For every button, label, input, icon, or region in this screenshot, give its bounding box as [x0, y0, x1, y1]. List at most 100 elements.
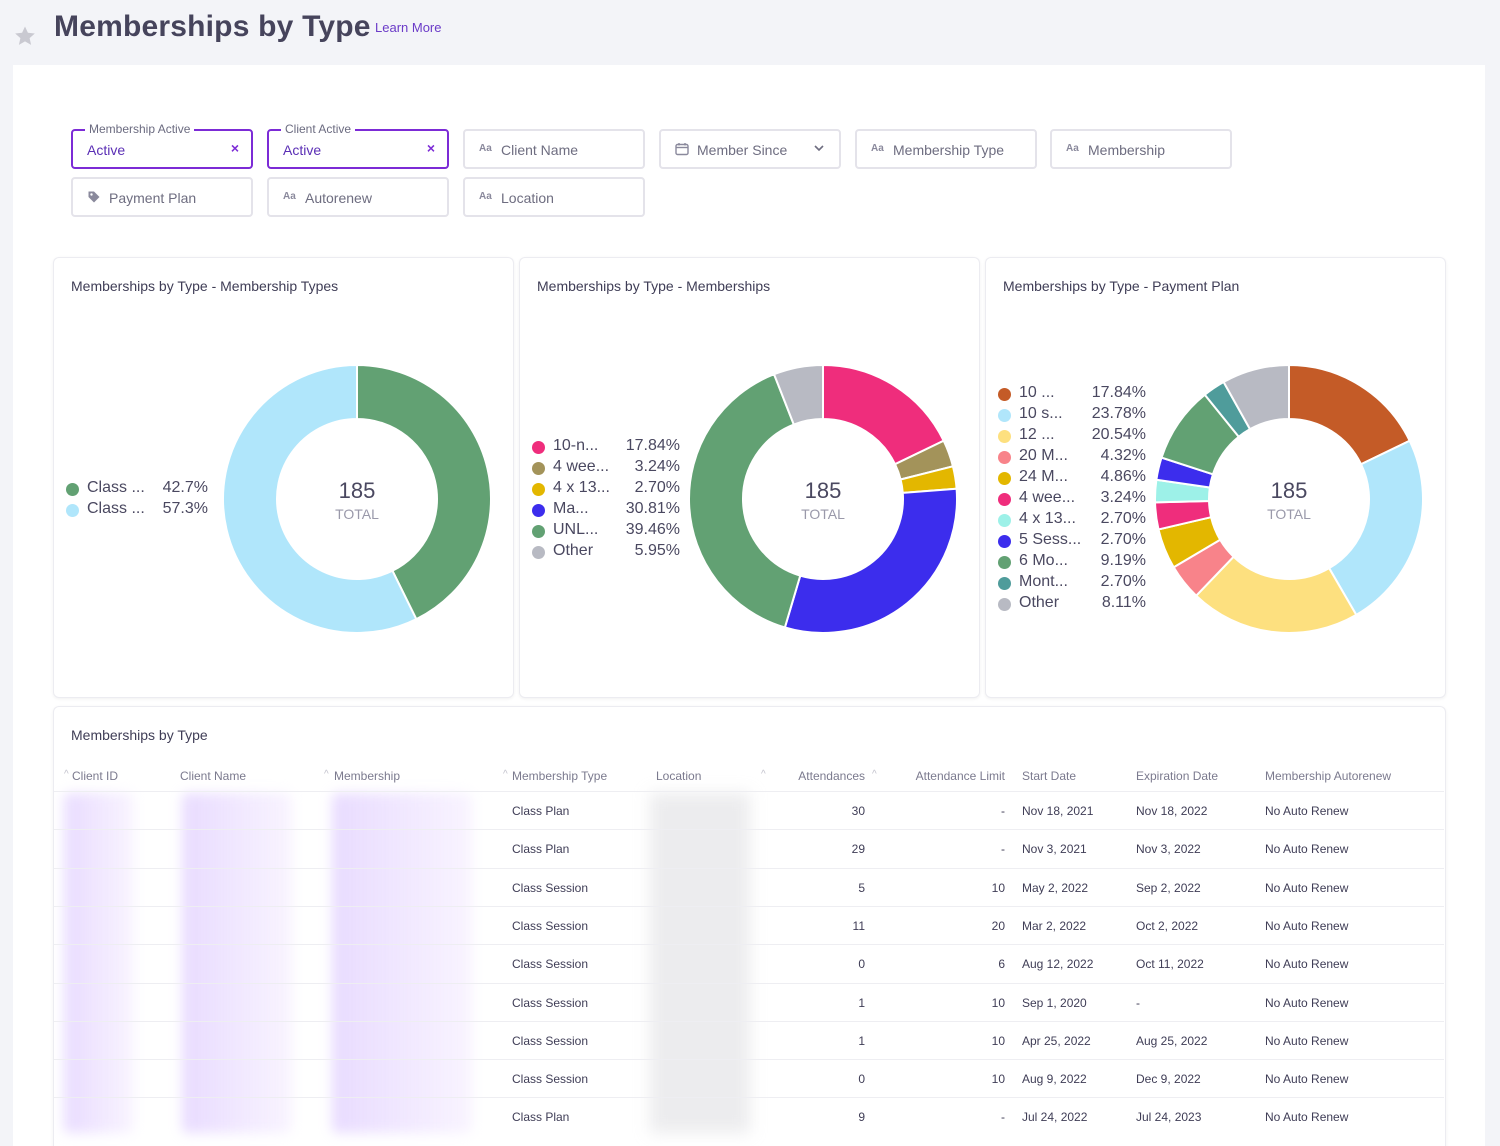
cell-attendances: 9 — [858, 1110, 865, 1125]
cell-start-date: Sep 1, 2020 — [1022, 995, 1087, 1010]
cell-autorenew: No Auto Renew — [1265, 1110, 1349, 1125]
column-header[interactable]: Membership — [334, 769, 400, 783]
column-header[interactable]: Attendances — [755, 769, 865, 783]
legend-label: 10 ... — [1019, 384, 1055, 401]
membership-active-filter[interactable]: Membership Active Active × — [71, 122, 253, 169]
client-name-filter[interactable]: Aa Client Name — [463, 129, 645, 169]
table-row[interactable]: Class Plan 29 - Nov 3, 2021 Nov 3, 2022 No Au… — [54, 829, 1444, 867]
text-icon: Aa — [479, 191, 492, 202]
column-header[interactable]: Membership Type — [512, 769, 607, 783]
sort-icon[interactable]: ^ — [503, 769, 508, 780]
favorite-star-icon[interactable] — [13, 24, 37, 48]
chevron-down-icon[interactable] — [813, 142, 825, 154]
cell-attendances: 0 — [858, 1072, 865, 1087]
legend-swatch — [998, 493, 1011, 506]
legend-label: Class ... — [87, 479, 145, 496]
column-header[interactable]: Start Date — [1022, 769, 1076, 783]
table-row[interactable]: Class Session 11 20 Mar 2, 2022 Oct 2, 2022 N… — [54, 905, 1444, 944]
membership-filter[interactable]: Aa Membership — [1050, 129, 1232, 169]
cell-attendances: 1 — [858, 1033, 865, 1048]
donut-slice-1[interactable] — [1327, 439, 1424, 617]
sort-icon[interactable]: ^ — [64, 769, 69, 780]
learn-more-link[interactable]: Learn More — [375, 20, 442, 35]
table-row[interactable]: Class Session 0 6 Aug 12, 2022 Oct 11, 2022 N… — [54, 944, 1444, 982]
cell-start-date: Aug 9, 2022 — [1022, 1072, 1087, 1087]
table-row[interactable]: Class Session 1 10 Apr 25, 2022 Aug 25, 2022… — [54, 1020, 1444, 1059]
sort-icon[interactable]: ^ — [324, 769, 329, 780]
cell-autorenew: No Auto Renew — [1265, 918, 1349, 933]
filter-label: Membership Active — [85, 122, 195, 136]
donut-slice-3[interactable] — [783, 487, 958, 634]
column-header[interactable]: Client Name — [180, 769, 246, 783]
cell-start-date: Aug 12, 2022 — [1022, 957, 1094, 972]
table-row[interactable]: Class Plan 30 - Nov 18, 2021 Nov 18, 2022 No … — [54, 791, 1444, 829]
legend-swatch — [998, 409, 1011, 422]
donut-chart[interactable] — [688, 364, 958, 634]
legend-value: 9.19% — [1100, 552, 1146, 569]
donut-slice-5[interactable] — [772, 364, 824, 426]
table-row[interactable]: Class Plan 9 - Jul 24, 2022 Jul 24, 2023 No A… — [54, 1097, 1444, 1135]
cell-attendances: 0 — [858, 957, 865, 972]
sort-icon[interactable]: ^ — [761, 769, 766, 780]
donut-slice-4[interactable] — [688, 372, 802, 629]
legend-value: 8.11% — [1101, 594, 1146, 611]
client-active-filter[interactable]: Client Active Active × — [267, 122, 449, 169]
legend-label: 10 s... — [1019, 405, 1063, 422]
cell-attendance-limit: 10 — [991, 1033, 1005, 1048]
donut-slice-10[interactable] — [1222, 364, 1290, 431]
legend-label: Class ... — [87, 500, 145, 517]
donut-chart[interactable] — [222, 364, 492, 634]
column-header-label: Client ID — [72, 769, 119, 783]
page-header: Memberships by Type Learn More — [0, 0, 1500, 62]
donut-slice-1[interactable] — [222, 364, 418, 634]
autorenew-filter[interactable]: Aa Autorenew — [267, 177, 449, 217]
column-header-label: Attendance Limit — [915, 769, 1005, 783]
legend-swatch — [998, 451, 1011, 464]
table-row[interactable]: Class Session 0 10 Aug 9, 2022 Dec 9, 2022 No… — [54, 1059, 1444, 1097]
column-header[interactable]: Expiration Date — [1136, 769, 1218, 783]
column-header-label: Start Date — [1022, 769, 1077, 783]
donut-chart[interactable] — [1154, 364, 1424, 634]
donut-center: 185 TOTAL — [1239, 478, 1339, 522]
text-icon: Aa — [479, 143, 492, 154]
filter-placeholder: Membership — [1088, 142, 1166, 158]
donut-slice-0[interactable] — [356, 364, 492, 621]
memberships-table-card: Memberships by Type Client ID Client Name… — [53, 706, 1446, 1146]
cell-attendance-limit: 10 — [991, 995, 1005, 1010]
cell-expiration-date: - — [1136, 995, 1140, 1010]
legend-swatch — [998, 598, 1011, 611]
column-header[interactable]: Client ID — [72, 769, 118, 783]
table-row[interactable]: Class Session 5 10 May 2, 2022 Sep 2, 2022 No… — [54, 867, 1444, 906]
legend-label: 24 M... — [1019, 468, 1068, 485]
member-since-filter[interactable]: Member Since — [659, 129, 841, 169]
column-header[interactable]: Membership Autorenew — [1265, 769, 1391, 783]
cell-attendance-limit: - — [1001, 1110, 1005, 1125]
calendar-icon — [675, 143, 689, 156]
text-icon: Aa — [283, 191, 296, 202]
legend-value: 23.78% — [1091, 405, 1146, 422]
legend-swatch — [998, 577, 1011, 590]
total-value: 185 — [338, 478, 376, 503]
filter-label: Client Active — [281, 122, 356, 136]
column-header[interactable]: Location — [656, 769, 701, 783]
total-label: TOTAL — [335, 506, 379, 522]
total-label: TOTAL — [1267, 506, 1311, 522]
membership-type-filter[interactable]: Aa Membership Type — [855, 129, 1037, 169]
location-filter[interactable]: Aa Location — [463, 177, 645, 217]
table-row[interactable]: Class Session 1 10 Sep 1, 2020 - No Auto Rene… — [54, 982, 1444, 1021]
clear-filter-icon[interactable]: × — [230, 140, 239, 156]
legend-value: 4.86% — [1100, 468, 1146, 485]
cell-attendances: 1 — [858, 995, 865, 1010]
legend-value: 3.24% — [1100, 489, 1146, 506]
cell-membership-type: Class Plan — [512, 804, 570, 818]
legend-label: 4 x 13... — [1019, 510, 1076, 527]
column-header-label: Membership Autorenew — [1265, 769, 1392, 783]
sort-icon[interactable]: ^ — [872, 769, 877, 780]
legend-value: 2.70% — [1100, 510, 1146, 527]
payment-plan-filter[interactable]: Payment Plan — [71, 177, 253, 217]
donut-center: 185 TOTAL — [307, 478, 407, 522]
legend-value: 4.32% — [1100, 447, 1146, 464]
clear-filter-icon[interactable]: × — [426, 140, 435, 156]
filter-placeholder: Member Since — [697, 142, 788, 158]
column-header[interactable]: Attendance Limit — [895, 769, 1005, 783]
